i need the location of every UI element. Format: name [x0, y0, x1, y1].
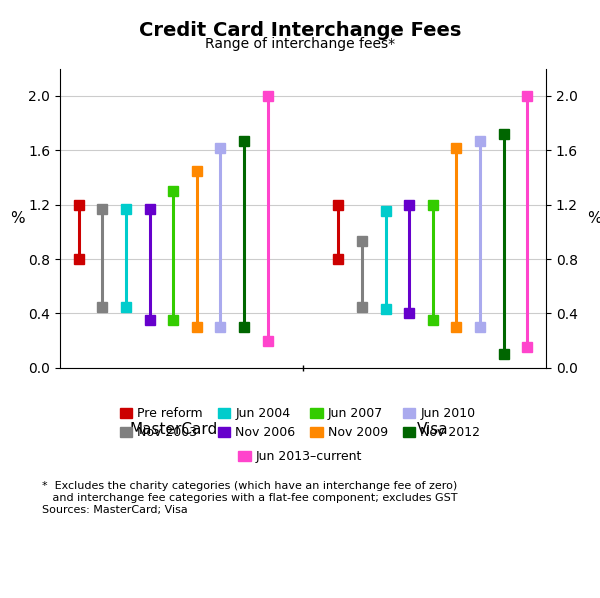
Text: Credit Card Interchange Fees: Credit Card Interchange Fees — [139, 21, 461, 40]
Text: Sources: MasterCard; Visa: Sources: MasterCard; Visa — [42, 505, 188, 515]
Y-axis label: %: % — [10, 210, 25, 226]
Text: *  Excludes the charity categories (which have an interchange fee of zero): * Excludes the charity categories (which… — [42, 481, 457, 492]
Text: Range of interchange fees*: Range of interchange fees* — [205, 37, 395, 51]
Text: MasterCard: MasterCard — [129, 422, 217, 437]
Text: Visa: Visa — [417, 422, 449, 437]
Text: and interchange fee categories with a flat-fee component; excludes GST: and interchange fee categories with a fl… — [42, 493, 458, 504]
Legend: Jun 2013–current: Jun 2013–current — [238, 450, 362, 463]
Legend: Pre reform, Nov 2003, Jun 2004, Nov 2006, Jun 2007, Nov 2009, Jun 2010, Nov 2012: Pre reform, Nov 2003, Jun 2004, Nov 2006… — [119, 407, 481, 440]
Y-axis label: %: % — [587, 210, 600, 226]
